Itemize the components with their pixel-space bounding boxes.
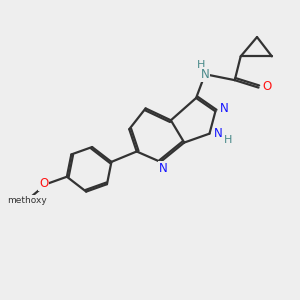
Text: N: N [214, 127, 223, 140]
Text: O: O [39, 177, 48, 190]
Text: methoxy: methoxy [7, 196, 46, 205]
Text: N: N [201, 68, 209, 81]
Text: H: H [196, 60, 205, 70]
Text: O: O [263, 80, 272, 93]
Text: H: H [224, 135, 232, 145]
Text: N: N [159, 162, 168, 175]
Text: N: N [220, 102, 229, 115]
